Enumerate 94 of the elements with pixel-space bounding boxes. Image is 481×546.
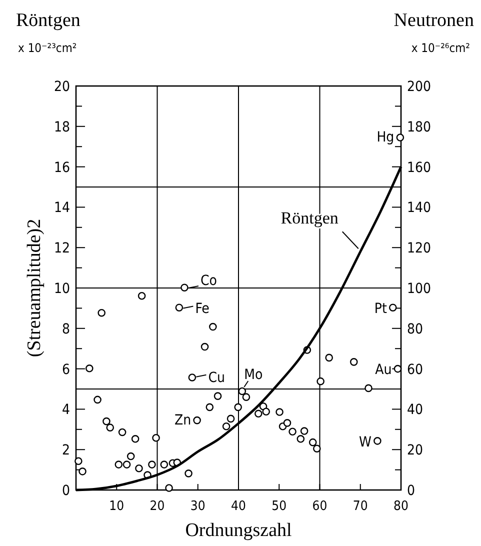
point: [193, 416, 201, 424]
point: [148, 460, 156, 468]
point: [254, 410, 262, 418]
point: [325, 354, 333, 362]
point: [308, 438, 317, 446]
point: [222, 422, 230, 430]
y2-tick-label: 20: [407, 442, 424, 459]
point: [94, 396, 102, 404]
text: x 10⁻²³cm²: [18, 41, 77, 55]
point: [180, 284, 188, 292]
point: [214, 392, 222, 400]
y-tick-label: 4: [62, 402, 70, 418]
point: [131, 434, 140, 443]
point: [74, 457, 82, 466]
point: [206, 403, 214, 412]
point: [296, 434, 305, 443]
point: [160, 460, 168, 468]
y2-tick-label: 180: [407, 119, 432, 136]
y2-tick-label: 0: [407, 483, 416, 499]
point: [238, 387, 246, 396]
point: [234, 403, 242, 412]
y2-tick-label: 80: [407, 321, 424, 338]
point: [98, 308, 106, 317]
y-tick-label: 8: [62, 321, 70, 338]
annotation: Hg: [376, 130, 394, 146]
point: [118, 428, 126, 436]
annotation: Co: [200, 273, 218, 289]
y-axis-title: (Streuamplitude)2: [24, 218, 45, 358]
point: [126, 452, 135, 460]
point: [394, 364, 402, 373]
point: [152, 434, 160, 442]
point: [242, 393, 250, 401]
annotation: Fe: [195, 301, 210, 318]
y-tick-label: 14: [54, 200, 70, 216]
text: Röntgen: [16, 10, 81, 31]
x-tick-label: 30: [190, 499, 206, 514]
point: [364, 384, 372, 392]
y-tick-label: 2: [62, 442, 70, 459]
annotation: Pt: [374, 301, 387, 318]
annotation: Au: [375, 362, 392, 378]
annotation: Zn: [174, 412, 192, 428]
y-tick-label: 6: [62, 362, 70, 378]
y-tick-label: 12: [54, 240, 70, 257]
y2-tick-label: 100: [407, 281, 432, 297]
y-tick-label: 18: [54, 119, 70, 136]
x-tick-label: 10: [109, 499, 124, 514]
y-tick-label: 16: [54, 160, 70, 176]
x-tick-label: 20: [150, 499, 165, 514]
point: [200, 342, 209, 351]
annotation: W: [358, 434, 372, 451]
x-tick-label: 60: [312, 499, 328, 514]
point: [175, 304, 184, 312]
point: [226, 414, 235, 423]
point: [138, 292, 146, 300]
point: [122, 460, 131, 468]
point: [184, 470, 192, 478]
point: [396, 134, 404, 142]
text: Neutronen: [394, 10, 474, 31]
y-tick-label: 0: [62, 483, 70, 499]
text: x 10⁻²⁶cm²: [411, 41, 470, 55]
point: [262, 408, 270, 416]
annotation: Cu: [208, 370, 225, 386]
x-tick-label: 50: [272, 499, 287, 514]
y-tick-label: 10: [54, 281, 70, 297]
y2-tick-label: 60: [407, 362, 424, 378]
y2-tick-label: 160: [407, 160, 432, 176]
point: [316, 377, 324, 386]
point: [188, 374, 196, 382]
point: [288, 428, 296, 436]
point: [276, 408, 284, 416]
y2-tick-label: 200: [407, 79, 432, 95]
x-tick-label: 40: [231, 499, 246, 514]
point: [209, 322, 217, 331]
x-tick-label: 70: [352, 499, 368, 514]
y2-tick-label: 140: [407, 200, 432, 216]
point: [283, 419, 292, 427]
annotation: Mo: [244, 367, 264, 384]
point: [300, 427, 308, 435]
point: [165, 484, 173, 492]
point: [114, 460, 123, 468]
x-axis-title: Ordnungszahl: [185, 520, 292, 541]
y-tick-label: 20: [54, 79, 70, 95]
point: [102, 417, 110, 426]
point: [135, 464, 143, 472]
x-tick-label: 80: [394, 499, 408, 514]
point: [106, 424, 114, 432]
point: [313, 444, 321, 452]
y2-tick-label: 40: [407, 402, 424, 418]
y2-tick-label: 120: [407, 240, 432, 257]
point: [86, 364, 94, 372]
point: [78, 468, 86, 476]
point: [374, 437, 382, 445]
point: [388, 304, 397, 312]
point: [350, 358, 358, 366]
